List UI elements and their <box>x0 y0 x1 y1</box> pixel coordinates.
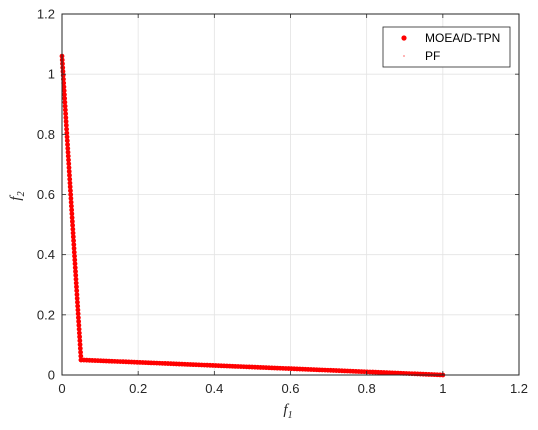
x-tick-label: 0.2 <box>129 381 147 396</box>
moea-point <box>67 176 73 182</box>
moea-point <box>68 196 74 201</box>
moea-point <box>76 330 82 336</box>
moea-point <box>67 180 73 186</box>
moea-point <box>75 311 81 317</box>
moea-point <box>75 299 80 305</box>
moea-point <box>69 203 74 209</box>
moea-point <box>66 165 72 171</box>
moea-point <box>64 138 70 144</box>
moea-point <box>72 257 78 263</box>
moea-point <box>76 326 82 332</box>
moea-point <box>74 284 79 290</box>
y-axis-label: f2 <box>8 191 27 200</box>
x-tick-label: 0.6 <box>281 381 299 396</box>
moea-point <box>64 134 70 140</box>
moea-point <box>76 322 82 328</box>
moea-point <box>74 292 80 297</box>
moea-point <box>75 303 81 309</box>
legend-box <box>382 26 511 68</box>
moea-point <box>65 153 71 159</box>
legend: MOEA/D-TPN PF <box>382 26 511 68</box>
moea-point <box>69 215 75 221</box>
moea-point <box>73 280 79 286</box>
moea-point <box>63 115 69 121</box>
y-tick-label: 1 <box>48 67 55 82</box>
moea-point <box>77 346 83 351</box>
moea-point <box>78 353 84 359</box>
y-tick-label: 0.6 <box>37 187 55 202</box>
moea-point <box>70 234 76 240</box>
moea-point <box>68 192 74 197</box>
x-axis-ticks: 0 0.2 0.4 0.6 0.8 1 1.2 <box>58 14 528 396</box>
moea-point <box>68 199 74 205</box>
legend-marker-moea <box>401 35 407 41</box>
moea-point <box>74 288 80 294</box>
x-axis-label: f1 <box>283 402 292 421</box>
moea-point <box>71 246 77 251</box>
moea-point <box>65 142 70 147</box>
moea-point <box>70 226 76 232</box>
moea-point <box>66 161 72 167</box>
moea-point <box>63 119 69 124</box>
moea-point <box>63 111 69 117</box>
moea-point <box>68 188 73 194</box>
moea-point <box>65 149 71 155</box>
moea-point <box>75 307 81 313</box>
moea-point <box>62 103 68 109</box>
y-tick-label: 0 <box>48 368 55 383</box>
moea-point <box>64 126 69 132</box>
moea-point <box>66 157 71 163</box>
moea-point <box>67 184 73 190</box>
moea-point <box>70 222 76 228</box>
moea-point <box>71 242 77 247</box>
moea-point <box>75 315 81 321</box>
moea-point <box>73 272 79 278</box>
legend-marker-pf <box>403 55 405 57</box>
moea-point <box>69 207 75 213</box>
moea-point <box>71 249 77 255</box>
y-tick-label: 0.4 <box>37 247 55 262</box>
moea-point <box>62 99 68 105</box>
x-tick-label: 0 <box>58 381 65 396</box>
moea-point <box>70 230 76 236</box>
moea-point <box>63 122 69 128</box>
moea-point <box>78 349 83 355</box>
moea-point <box>77 334 82 340</box>
x-tick-label: 0.8 <box>358 381 376 396</box>
moea-point <box>61 88 67 94</box>
x-tick-label: 1.2 <box>510 381 528 396</box>
moea-point <box>72 253 77 259</box>
moea-point <box>72 265 78 271</box>
y-tick-label: 0.2 <box>37 307 55 322</box>
moea-point <box>66 169 72 174</box>
moea-series <box>59 53 446 378</box>
x-tick-label: 1 <box>439 381 446 396</box>
moea-point <box>72 261 78 267</box>
legend-label-pf: PF <box>425 49 440 63</box>
moea-point <box>74 296 80 301</box>
moea-point <box>77 342 83 347</box>
moea-point <box>76 319 82 324</box>
moea-point <box>61 84 67 90</box>
y-tick-label: 0.8 <box>37 127 55 142</box>
moea-point <box>69 219 75 224</box>
x-tick-label: 0.4 <box>205 381 223 396</box>
moea-point <box>73 276 79 282</box>
moea-point <box>77 338 83 344</box>
y-axis-ticks: 0 0.2 0.4 0.6 0.8 1 1.2 <box>37 7 519 383</box>
moea-point <box>67 172 72 178</box>
grid-lines <box>62 14 519 375</box>
legend-label-moea: MOEA/D-TPN <box>425 31 500 45</box>
moea-point <box>62 107 68 113</box>
moea-point <box>73 269 78 274</box>
moea-point <box>62 96 68 101</box>
moea-point <box>69 211 75 217</box>
moea-point <box>71 238 76 244</box>
moea-point <box>65 146 71 151</box>
y-tick-label: 1.2 <box>37 7 55 22</box>
moea-point <box>62 92 67 97</box>
